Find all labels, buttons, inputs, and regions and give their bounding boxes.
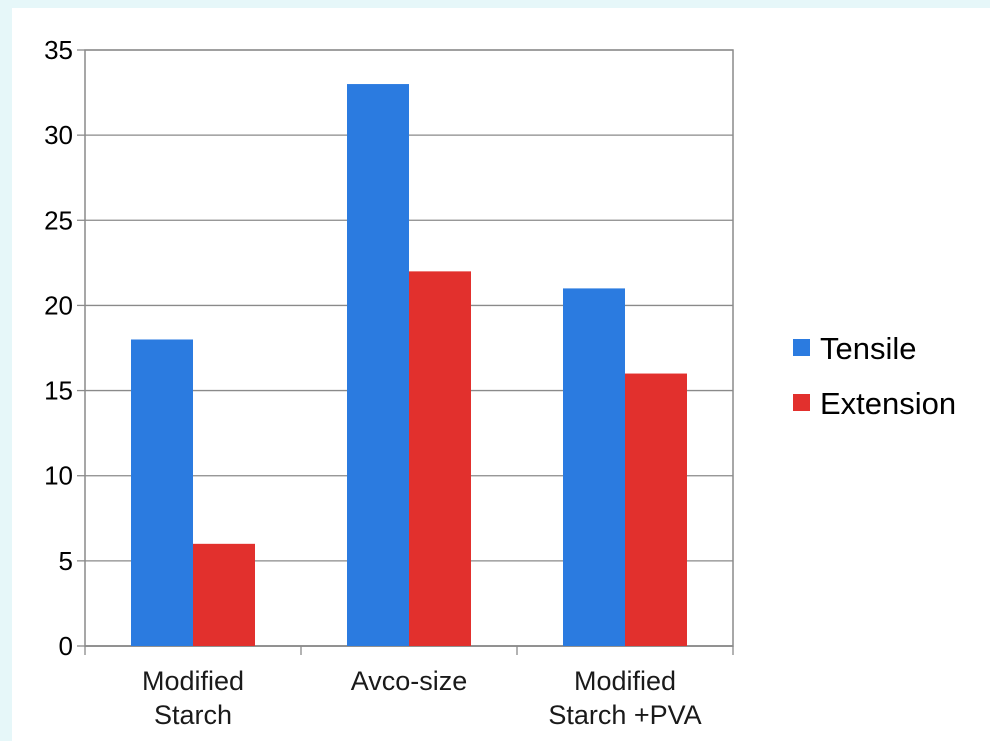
bar-extension <box>193 543 255 646</box>
y-tick-label: 0 <box>59 631 73 661</box>
y-tick-label: 20 <box>44 290 73 320</box>
legend-swatch-tensile <box>793 339 810 356</box>
bar-extension <box>625 373 687 646</box>
bar-extension <box>409 271 471 646</box>
bar-tensile <box>347 84 409 647</box>
y-tick-label: 5 <box>59 546 73 576</box>
legend-swatch-extension <box>793 394 810 411</box>
x-category-label: Modified <box>574 666 676 696</box>
y-tick-label: 35 <box>44 35 73 65</box>
x-category-label: Avco-size <box>351 666 468 696</box>
y-tick-label: 25 <box>44 205 73 235</box>
y-tick-label: 10 <box>44 461 73 491</box>
legend-label-extension: Extension <box>820 386 956 421</box>
y-tick-label: 30 <box>44 120 73 150</box>
x-category-label: Starch +PVA <box>548 700 701 730</box>
y-tick-label: 15 <box>44 376 73 406</box>
x-category-label: Modified <box>142 666 244 696</box>
bar-tensile <box>131 339 193 646</box>
legend-label-tensile: Tensile <box>820 331 917 366</box>
x-category-label: Starch <box>154 700 232 730</box>
bar-tensile <box>563 288 625 646</box>
